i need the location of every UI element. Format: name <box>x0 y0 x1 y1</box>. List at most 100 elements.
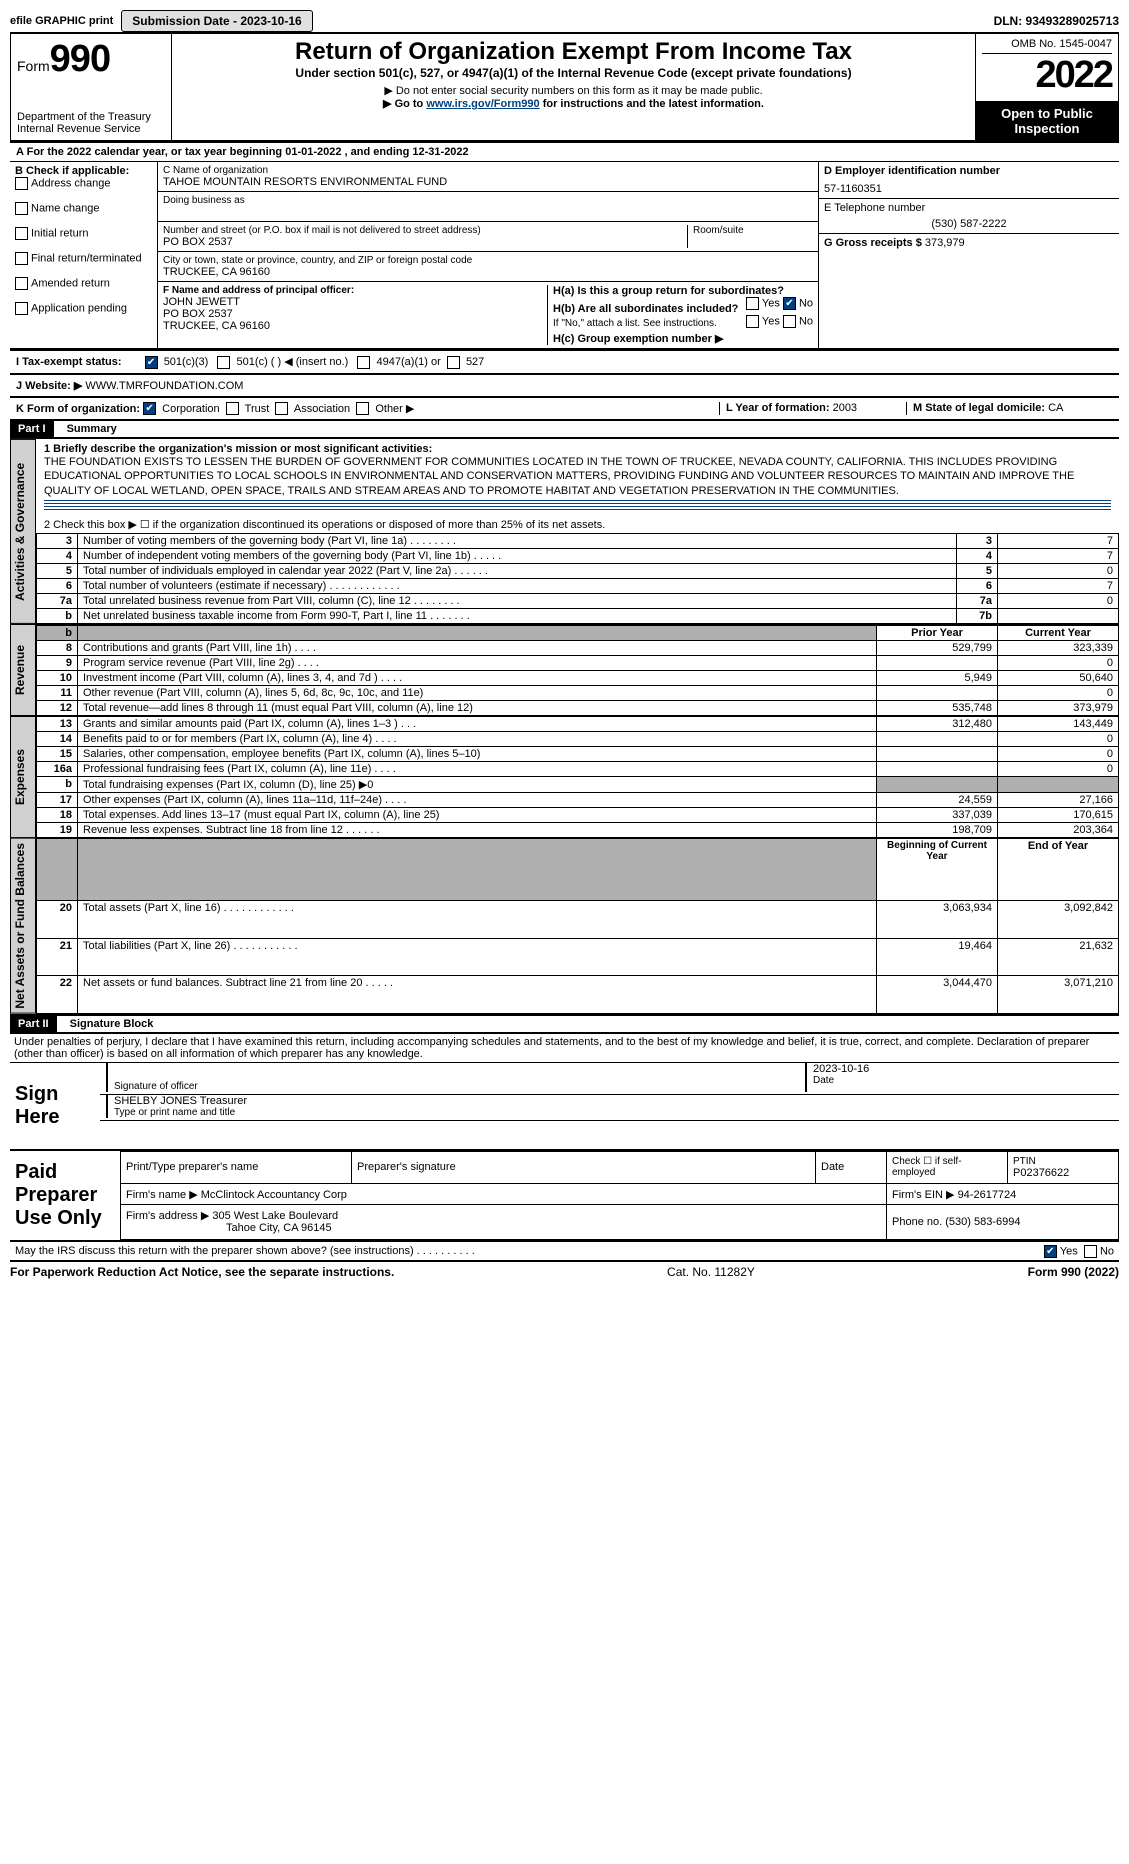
firm-addr1: 305 West Lake Boulevard <box>212 1210 338 1222</box>
line-num: 7a <box>37 594 78 609</box>
table-activities: 3Number of voting members of the governi… <box>36 533 1119 624</box>
line-desc: Total unrelated business revenue from Pa… <box>78 594 957 609</box>
cb-association[interactable] <box>275 402 288 415</box>
i-501c: 501(c) ( ) ◀ (insert no.) <box>237 356 349 368</box>
activities-section: Activities & Governance 1 Briefly descri… <box>10 439 1119 624</box>
preparer-block: Paid Preparer Use Only Print/Type prepar… <box>10 1149 1119 1242</box>
line-desc: Total revenue—add lines 8 through 11 (mu… <box>78 701 877 716</box>
line-num: 20 <box>37 901 78 938</box>
period-begin: 01-01-2022 <box>285 146 341 158</box>
firm-phone: (530) 583-6994 <box>945 1216 1020 1228</box>
cb-name-change[interactable]: Name change <box>15 202 152 215</box>
cb-other[interactable] <box>356 402 369 415</box>
current-value: 203,364 <box>998 823 1119 838</box>
k-other: Other ▶ <box>375 403 414 415</box>
submission-date-button[interactable]: Submission Date - 2023-10-16 <box>121 10 312 32</box>
line-num: 13 <box>37 717 78 732</box>
prep-h4: Check ☐ if self-employed <box>887 1151 1008 1183</box>
hb-no-cb[interactable] <box>783 315 796 328</box>
prep-h1: Print/Type preparer's name <box>121 1151 352 1183</box>
ha-no-cb[interactable]: ✔ <box>783 297 796 310</box>
prior-value: 24,559 <box>877 793 998 808</box>
cb-527[interactable] <box>447 356 460 369</box>
cb-trust[interactable] <box>226 402 239 415</box>
line-value <box>998 609 1119 624</box>
table-row: 15Salaries, other compensation, employee… <box>37 747 1119 762</box>
prior-value: 337,039 <box>877 808 998 823</box>
table-row: 22Net assets or fund balances. Subtract … <box>37 976 1119 1013</box>
cb-application-pending[interactable]: Application pending <box>15 302 152 315</box>
officer-name: JOHN JEWETT <box>163 296 542 308</box>
i-501c3: 501(c)(3) <box>164 356 209 368</box>
form-990-page: efile GRAPHIC print Submission Date - 20… <box>0 0 1129 1292</box>
discuss-yes: Yes <box>1060 1245 1078 1257</box>
telephone-value: (530) 587-2222 <box>824 218 1114 230</box>
line-num: 21 <box>37 938 78 975</box>
line-desc: Number of independent voting members of … <box>78 549 957 564</box>
goto-post: for instructions and the latest informat… <box>540 98 764 110</box>
table-revenue: b Prior Year Current Year 8Contributions… <box>36 624 1119 716</box>
table-row: 4Number of independent voting members of… <box>37 549 1119 564</box>
line-value: 7 <box>998 549 1119 564</box>
ha-no: No <box>799 297 813 309</box>
ha-label: H(a) Is this a group return for subordin… <box>553 285 784 297</box>
cb-4947a1[interactable] <box>357 356 370 369</box>
hc-label: H(c) Group exemption number ▶ <box>553 333 723 345</box>
prior-value: 3,063,934 <box>877 901 998 938</box>
line-desc: Total liabilities (Part X, line 26) . . … <box>78 938 877 975</box>
table-row: 8Contributions and grants (Part VIII, li… <box>37 641 1119 656</box>
vlabel-activities: Activities & Governance <box>10 439 36 624</box>
city-label: City or town, state or province, country… <box>163 255 813 266</box>
current-value: 21,632 <box>998 938 1119 975</box>
current-value: 0 <box>998 762 1119 777</box>
officer-addr2: TRUCKEE, CA 96160 <box>163 320 542 332</box>
current-value: 0 <box>998 732 1119 747</box>
b-label: B Check if applicable: <box>15 165 152 177</box>
line-desc: Benefits paid to or for members (Part IX… <box>78 732 877 747</box>
current-value: 0 <box>998 686 1119 701</box>
table-row: 3Number of voting members of the governi… <box>37 534 1119 549</box>
line-value: 7 <box>998 579 1119 594</box>
line-num: 3 <box>37 534 78 549</box>
i-options: ✔ 501(c)(3) 501(c) ( ) ◀ (insert no.) 49… <box>145 356 485 368</box>
line-desc: Total number of individuals employed in … <box>78 564 957 579</box>
cb-amended-return[interactable]: Amended return <box>15 277 152 290</box>
netassets-section: Net Assets or Fund Balances Beginning of… <box>10 838 1119 1016</box>
part-i-title: Summary <box>57 423 117 435</box>
col-c: C Name of organization TAHOE MOUNTAIN RE… <box>158 162 819 348</box>
hb-yes: Yes <box>762 315 780 327</box>
part-i-badge: Part I <box>10 421 54 437</box>
c-name-label: C Name of organization <box>163 165 813 176</box>
page-footer: For Paperwork Reduction Act Notice, see … <box>10 1262 1119 1282</box>
ha-yes-cb[interactable] <box>746 297 759 310</box>
cb-final-return[interactable]: Final return/terminated <box>15 252 152 265</box>
sig-officer-label: Signature of officer <box>114 1081 805 1092</box>
discuss-no-cb[interactable] <box>1084 1245 1097 1258</box>
hb-yes-cb[interactable] <box>746 315 759 328</box>
cb-initial-return[interactable]: Initial return <box>15 227 152 240</box>
cb-amend-label: Amended return <box>31 277 110 289</box>
cb-addr-label: Address change <box>31 177 111 189</box>
goto-pre: ▶ Go to <box>383 98 426 110</box>
dept-label: Department of the Treasury Internal Reve… <box>17 111 165 135</box>
prep-h2: Preparer's signature <box>352 1151 816 1183</box>
org-name: TAHOE MOUNTAIN RESORTS ENVIRONMENTAL FUN… <box>163 176 813 188</box>
discuss-yes-cb[interactable]: ✔ <box>1044 1245 1057 1258</box>
line-desc: Total expenses. Add lines 13–17 (must eq… <box>78 808 877 823</box>
current-value: 0 <box>998 656 1119 671</box>
line-num: b <box>37 609 78 624</box>
k-assoc: Association <box>294 403 350 415</box>
irs-form990-link[interactable]: www.irs.gov/Form990 <box>426 98 539 110</box>
current-value: 143,449 <box>998 717 1119 732</box>
cb-corporation[interactable]: ✔ <box>143 402 156 415</box>
hc-row: H(c) Group exemption number ▶ <box>553 332 813 345</box>
cb-address-change[interactable]: Address change <box>15 177 152 190</box>
line-num: 4 <box>37 549 78 564</box>
cb-501c3[interactable]: ✔ <box>145 356 158 369</box>
cb-501c[interactable] <box>217 356 230 369</box>
k-corp: Corporation <box>162 403 219 415</box>
k-label: K Form of organization: <box>16 403 140 415</box>
line-num: 17 <box>37 793 78 808</box>
g-label: G Gross receipts $ <box>824 237 922 249</box>
line-desc: Investment income (Part VIII, column (A)… <box>78 671 877 686</box>
